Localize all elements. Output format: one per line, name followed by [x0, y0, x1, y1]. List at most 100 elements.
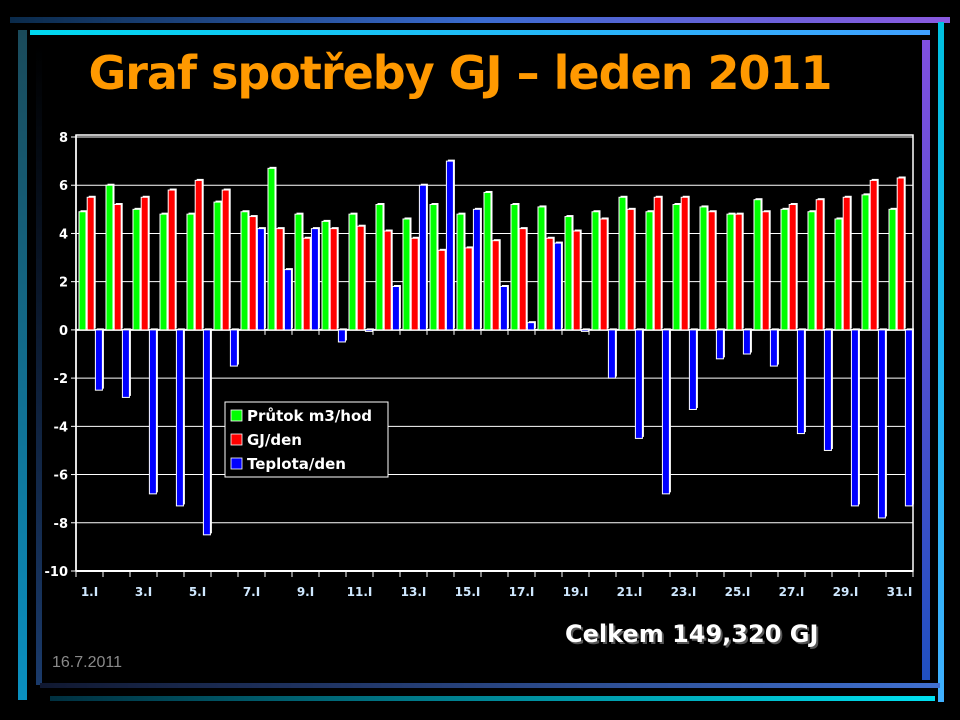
bar-flow: [78, 211, 87, 331]
y-tick-label: 4: [59, 227, 68, 242]
bar-temperature: [904, 329, 913, 507]
bar-temperature: [661, 329, 670, 495]
bar-gj: [437, 249, 446, 331]
right-decor-bar-2: [938, 22, 944, 702]
bar-temperature: [742, 329, 751, 355]
right-decor-bar: [922, 40, 930, 680]
x-tick-label: 5.I: [189, 585, 206, 599]
y-tick-label: 0: [59, 324, 68, 339]
legend-swatch: [230, 457, 243, 470]
y-tick-label: 6: [59, 179, 68, 194]
bar-gj: [491, 240, 500, 331]
bar-flow: [888, 208, 897, 331]
bar-temperature: [472, 208, 481, 331]
bar-flow: [753, 199, 762, 331]
bar-flow: [132, 208, 141, 331]
x-tick-label: 25.I: [725, 585, 751, 599]
bar-gj: [788, 204, 797, 331]
bar-gj: [572, 230, 581, 331]
bar-flow: [699, 206, 708, 331]
bar-flow: [807, 211, 816, 331]
left-decor-bar-2: [36, 45, 42, 685]
bar-flow: [483, 191, 492, 331]
bar-flow: [159, 213, 168, 331]
bar-flow: [618, 196, 627, 331]
x-tick-label: 19.I: [563, 585, 589, 599]
bar-flow: [726, 213, 735, 331]
bar-gj: [653, 196, 662, 331]
bar-gj: [869, 179, 878, 331]
bar-flow: [537, 206, 546, 331]
bar-flow: [564, 216, 573, 331]
bar-gj: [410, 237, 419, 331]
x-tick-label: 17.I: [509, 585, 535, 599]
bar-temperature: [148, 329, 157, 495]
bar-gj: [842, 196, 851, 331]
bar-gj: [464, 247, 473, 331]
x-tick-label: 29.I: [833, 585, 859, 599]
bottom-decor-line: [40, 683, 940, 688]
x-tick-label: 15.I: [455, 585, 481, 599]
y-tick-label: -8: [54, 517, 68, 532]
bar-temperature: [823, 329, 832, 451]
legend-box: [224, 401, 389, 478]
bar-3d-edge: [582, 328, 590, 330]
x-tick-label: 3.I: [135, 585, 152, 599]
bar-temperature: [688, 329, 697, 410]
bar-temperature: [715, 329, 724, 360]
left-decor-bar: [18, 30, 27, 700]
y-tick-label: 8: [59, 131, 68, 146]
bar-gj: [248, 216, 257, 331]
bar-gj: [329, 228, 338, 331]
bar-temperature: [526, 322, 535, 331]
bottom-decor-line-2: [50, 696, 935, 701]
bar-gj: [86, 196, 95, 331]
bar-temperature: [121, 329, 130, 398]
bar-temperature: [877, 329, 886, 519]
bar-flow: [375, 204, 384, 331]
top-decor-line-2: [30, 30, 930, 35]
bar-temperature: [94, 329, 103, 391]
bar-temperature: [337, 329, 346, 343]
bar-gj: [275, 228, 284, 331]
bar-temperature: [580, 329, 589, 332]
x-tick-label: 11.I: [347, 585, 373, 599]
legend-swatch: [230, 433, 243, 446]
x-tick-label: 9.I: [297, 585, 314, 599]
bar-flow: [348, 213, 357, 331]
bar-gj: [599, 218, 608, 331]
bar-temperature: [607, 329, 616, 379]
bar-temperature: [202, 329, 211, 536]
bar-gj: [302, 237, 311, 331]
total-consumption: Celkem 149,320 GJ: [565, 620, 819, 648]
slide-date: 16.7.2011: [52, 654, 122, 671]
bar-gj: [356, 225, 365, 331]
bar-flow: [240, 211, 249, 331]
bar-gj: [140, 196, 149, 331]
bar-flow: [591, 211, 600, 331]
bar-temperature: [283, 269, 292, 331]
bar-temperature: [310, 228, 319, 331]
bar-flow: [402, 218, 411, 331]
y-tick-label: -6: [54, 469, 68, 484]
bar-flow: [861, 194, 870, 331]
bar-temperature: [850, 329, 859, 507]
bar-3d-edge: [366, 328, 374, 330]
bar-temperature: [418, 184, 427, 331]
bar-flow: [672, 204, 681, 331]
bar-temperature: [256, 228, 265, 331]
y-tick-label: -4: [54, 420, 68, 435]
bar-temperature: [175, 329, 184, 507]
bar-flow: [213, 201, 222, 331]
bar-flow: [429, 204, 438, 331]
bar-gj: [518, 228, 527, 331]
bar-temperature: [445, 160, 454, 331]
x-tick-label: 21.I: [617, 585, 643, 599]
bar-gj: [545, 237, 554, 331]
bar-temperature: [796, 329, 805, 435]
bar-gj: [113, 204, 122, 331]
x-tick-label: 27.I: [779, 585, 805, 599]
bar-temperature: [634, 329, 643, 439]
